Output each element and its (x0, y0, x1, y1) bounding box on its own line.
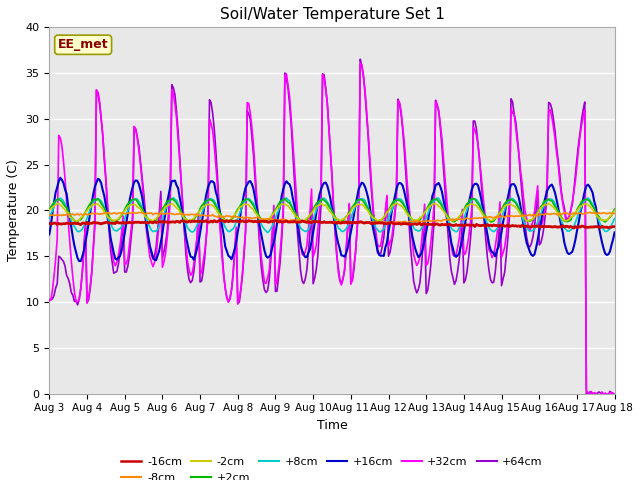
Text: EE_met: EE_met (58, 38, 108, 51)
Legend: -16cm, -8cm, -2cm, +2cm, +8cm, +16cm, +32cm, +64cm: -16cm, -8cm, -2cm, +2cm, +8cm, +16cm, +3… (117, 453, 547, 480)
Y-axis label: Temperature (C): Temperature (C) (7, 159, 20, 262)
Title: Soil/Water Temperature Set 1: Soil/Water Temperature Set 1 (220, 7, 444, 22)
X-axis label: Time: Time (317, 419, 348, 432)
